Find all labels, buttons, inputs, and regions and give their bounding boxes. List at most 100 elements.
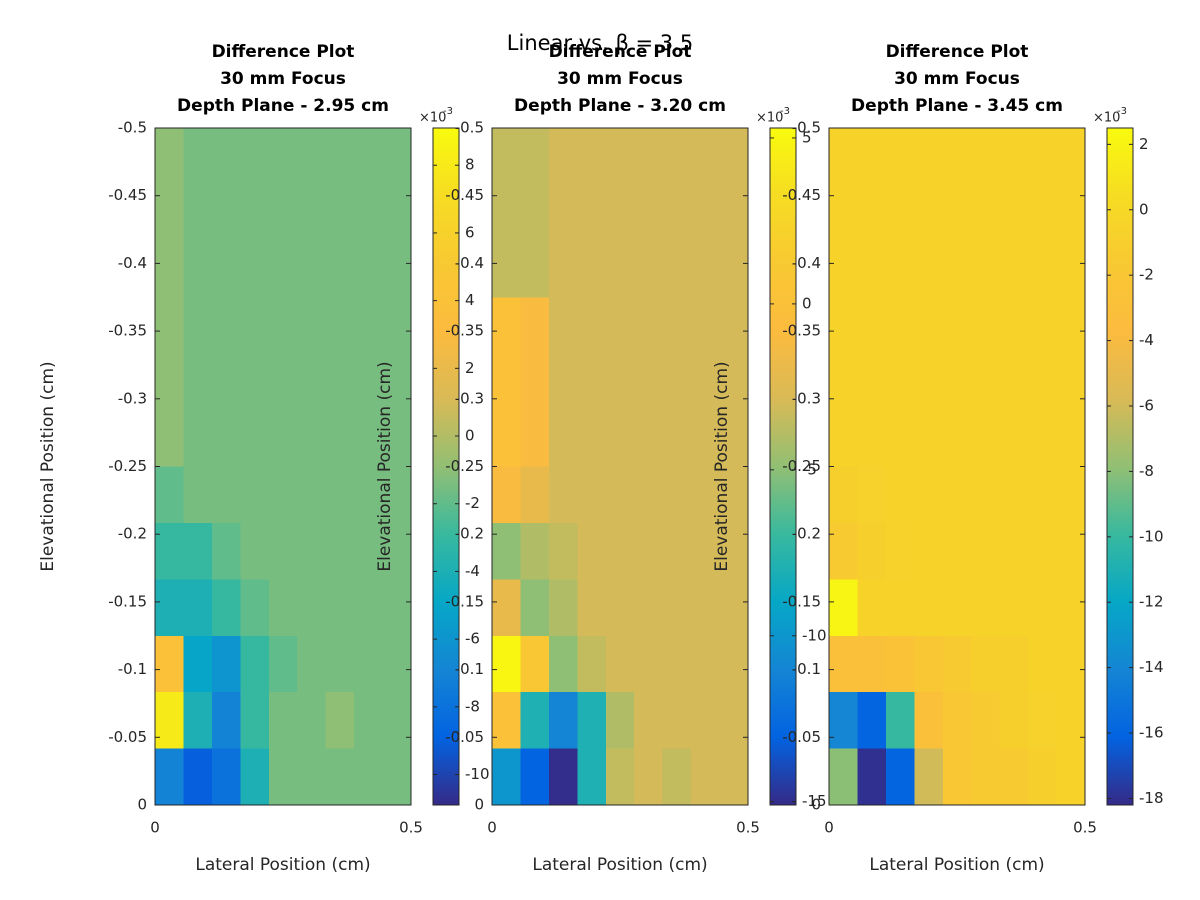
heatmap-cell [971, 579, 1001, 637]
heatmap-cell [268, 635, 298, 693]
chart-title: Depth Plane - 3.20 cm [514, 96, 726, 116]
heatmap-cell [605, 297, 635, 355]
heatmap-cell [857, 184, 887, 242]
colorbar-tick-label: 8 [465, 156, 475, 174]
heatmap-cell [1028, 297, 1058, 355]
heatmap-cell [211, 240, 241, 298]
heatmap-cell [520, 579, 550, 637]
heatmap-cell [691, 297, 721, 355]
heatmap-cell [268, 748, 298, 806]
chart-title: 30 mm Focus [557, 69, 683, 89]
heatmap-cell [914, 748, 944, 806]
heatmap-cell [325, 240, 355, 298]
heatmap-cell [885, 240, 915, 298]
heatmap-cell [857, 635, 887, 693]
colorbar-multiplier: ×10 [419, 111, 446, 126]
y-axis-label: Elevational Position (cm) [375, 361, 395, 571]
heatmap-cell [662, 353, 692, 411]
heatmap-cell [492, 522, 522, 580]
heatmap-cell [634, 692, 664, 750]
heatmap-cell [382, 748, 412, 806]
heatmap-cell [971, 353, 1001, 411]
heatmap-cell [577, 410, 607, 468]
heatmap-cell [605, 579, 635, 637]
heatmap-cell [1056, 184, 1086, 242]
heatmap-cell [999, 240, 1029, 298]
heatmap-cell [942, 353, 972, 411]
heatmap-cell [183, 128, 213, 186]
heatmap-cell [382, 692, 412, 750]
heatmap-cell [634, 522, 664, 580]
heatmap-cell [1028, 410, 1058, 468]
heatmap-cell [662, 522, 692, 580]
colorbar [1106, 127, 1134, 806]
heatmap-cell [211, 128, 241, 186]
colorbar-tick-label: -5 [802, 460, 817, 478]
heatmap-cell [577, 579, 607, 637]
heatmap-cell [942, 692, 972, 750]
heatmap-cell [354, 184, 384, 242]
heatmap-cell [297, 240, 327, 298]
heatmap-cell [183, 635, 213, 693]
heatmap-cell [325, 466, 355, 524]
heatmap-cell [325, 579, 355, 637]
heatmap-cell [548, 692, 578, 750]
y-tick-label: -0.05 [445, 728, 484, 746]
y-tick-label: -0.5 [118, 119, 147, 137]
heatmap-cell [354, 410, 384, 468]
heatmap-cell [662, 466, 692, 524]
heatmap-cell [634, 184, 664, 242]
heatmap [829, 128, 1086, 806]
heatmap-cell [691, 128, 721, 186]
heatmap-cell [971, 635, 1001, 693]
colorbar-tick-label: -10 [1139, 527, 1164, 545]
heatmap-cell [1028, 748, 1058, 806]
heatmap-cell [183, 748, 213, 806]
heatmap-cell [914, 353, 944, 411]
chart-title: Difference Plot [549, 42, 692, 62]
heatmap-cell [520, 522, 550, 580]
colorbar-tick-label: -4 [465, 562, 480, 580]
heatmap-cell [605, 410, 635, 468]
y-tick-label: 0 [474, 796, 484, 814]
heatmap-cell [354, 522, 384, 580]
heatmap-cell [577, 748, 607, 806]
colorbar-tick-label: -4 [1139, 331, 1154, 349]
heatmap-cell [1056, 635, 1086, 693]
heatmap-cell [999, 692, 1029, 750]
heatmap-cell [999, 184, 1029, 242]
heatmap-cell [211, 410, 241, 468]
heatmap-cell [240, 522, 270, 580]
y-tick-label: -0.3 [118, 389, 147, 407]
heatmap-cell [520, 692, 550, 750]
y-tick-label: -0.1 [455, 660, 484, 678]
y-tick-label: -0.25 [782, 457, 821, 475]
heatmap-cell [211, 522, 241, 580]
y-tick-label: -0.2 [792, 525, 821, 543]
colorbar-tick-label: -14 [1139, 658, 1164, 676]
heatmap-cell [914, 522, 944, 580]
heatmap-cell [577, 297, 607, 355]
heatmap-cell [354, 692, 384, 750]
heatmap-cell [605, 522, 635, 580]
y-tick-label: -0.25 [108, 457, 147, 475]
colorbar-tick-label: 2 [465, 359, 475, 377]
heatmap-cell [155, 184, 185, 242]
heatmap-cell [829, 692, 859, 750]
heatmap-cell [829, 353, 859, 411]
y-tick-label: 0 [137, 796, 147, 814]
heatmap-cell [183, 297, 213, 355]
x-tick-label: 0.5 [399, 819, 423, 837]
heatmap-cell [240, 748, 270, 806]
heatmap-cell [971, 240, 1001, 298]
heatmap-cell [885, 748, 915, 806]
heatmap-cell [691, 579, 721, 637]
heatmap-cell [268, 297, 298, 355]
heatmap-cell [719, 748, 749, 806]
heatmap-cell [354, 635, 384, 693]
heatmap-cell [1028, 579, 1058, 637]
heatmap-cell [155, 522, 185, 580]
heatmap-cell [325, 748, 355, 806]
heatmap-cell [857, 579, 887, 637]
heatmap-cell [999, 353, 1029, 411]
